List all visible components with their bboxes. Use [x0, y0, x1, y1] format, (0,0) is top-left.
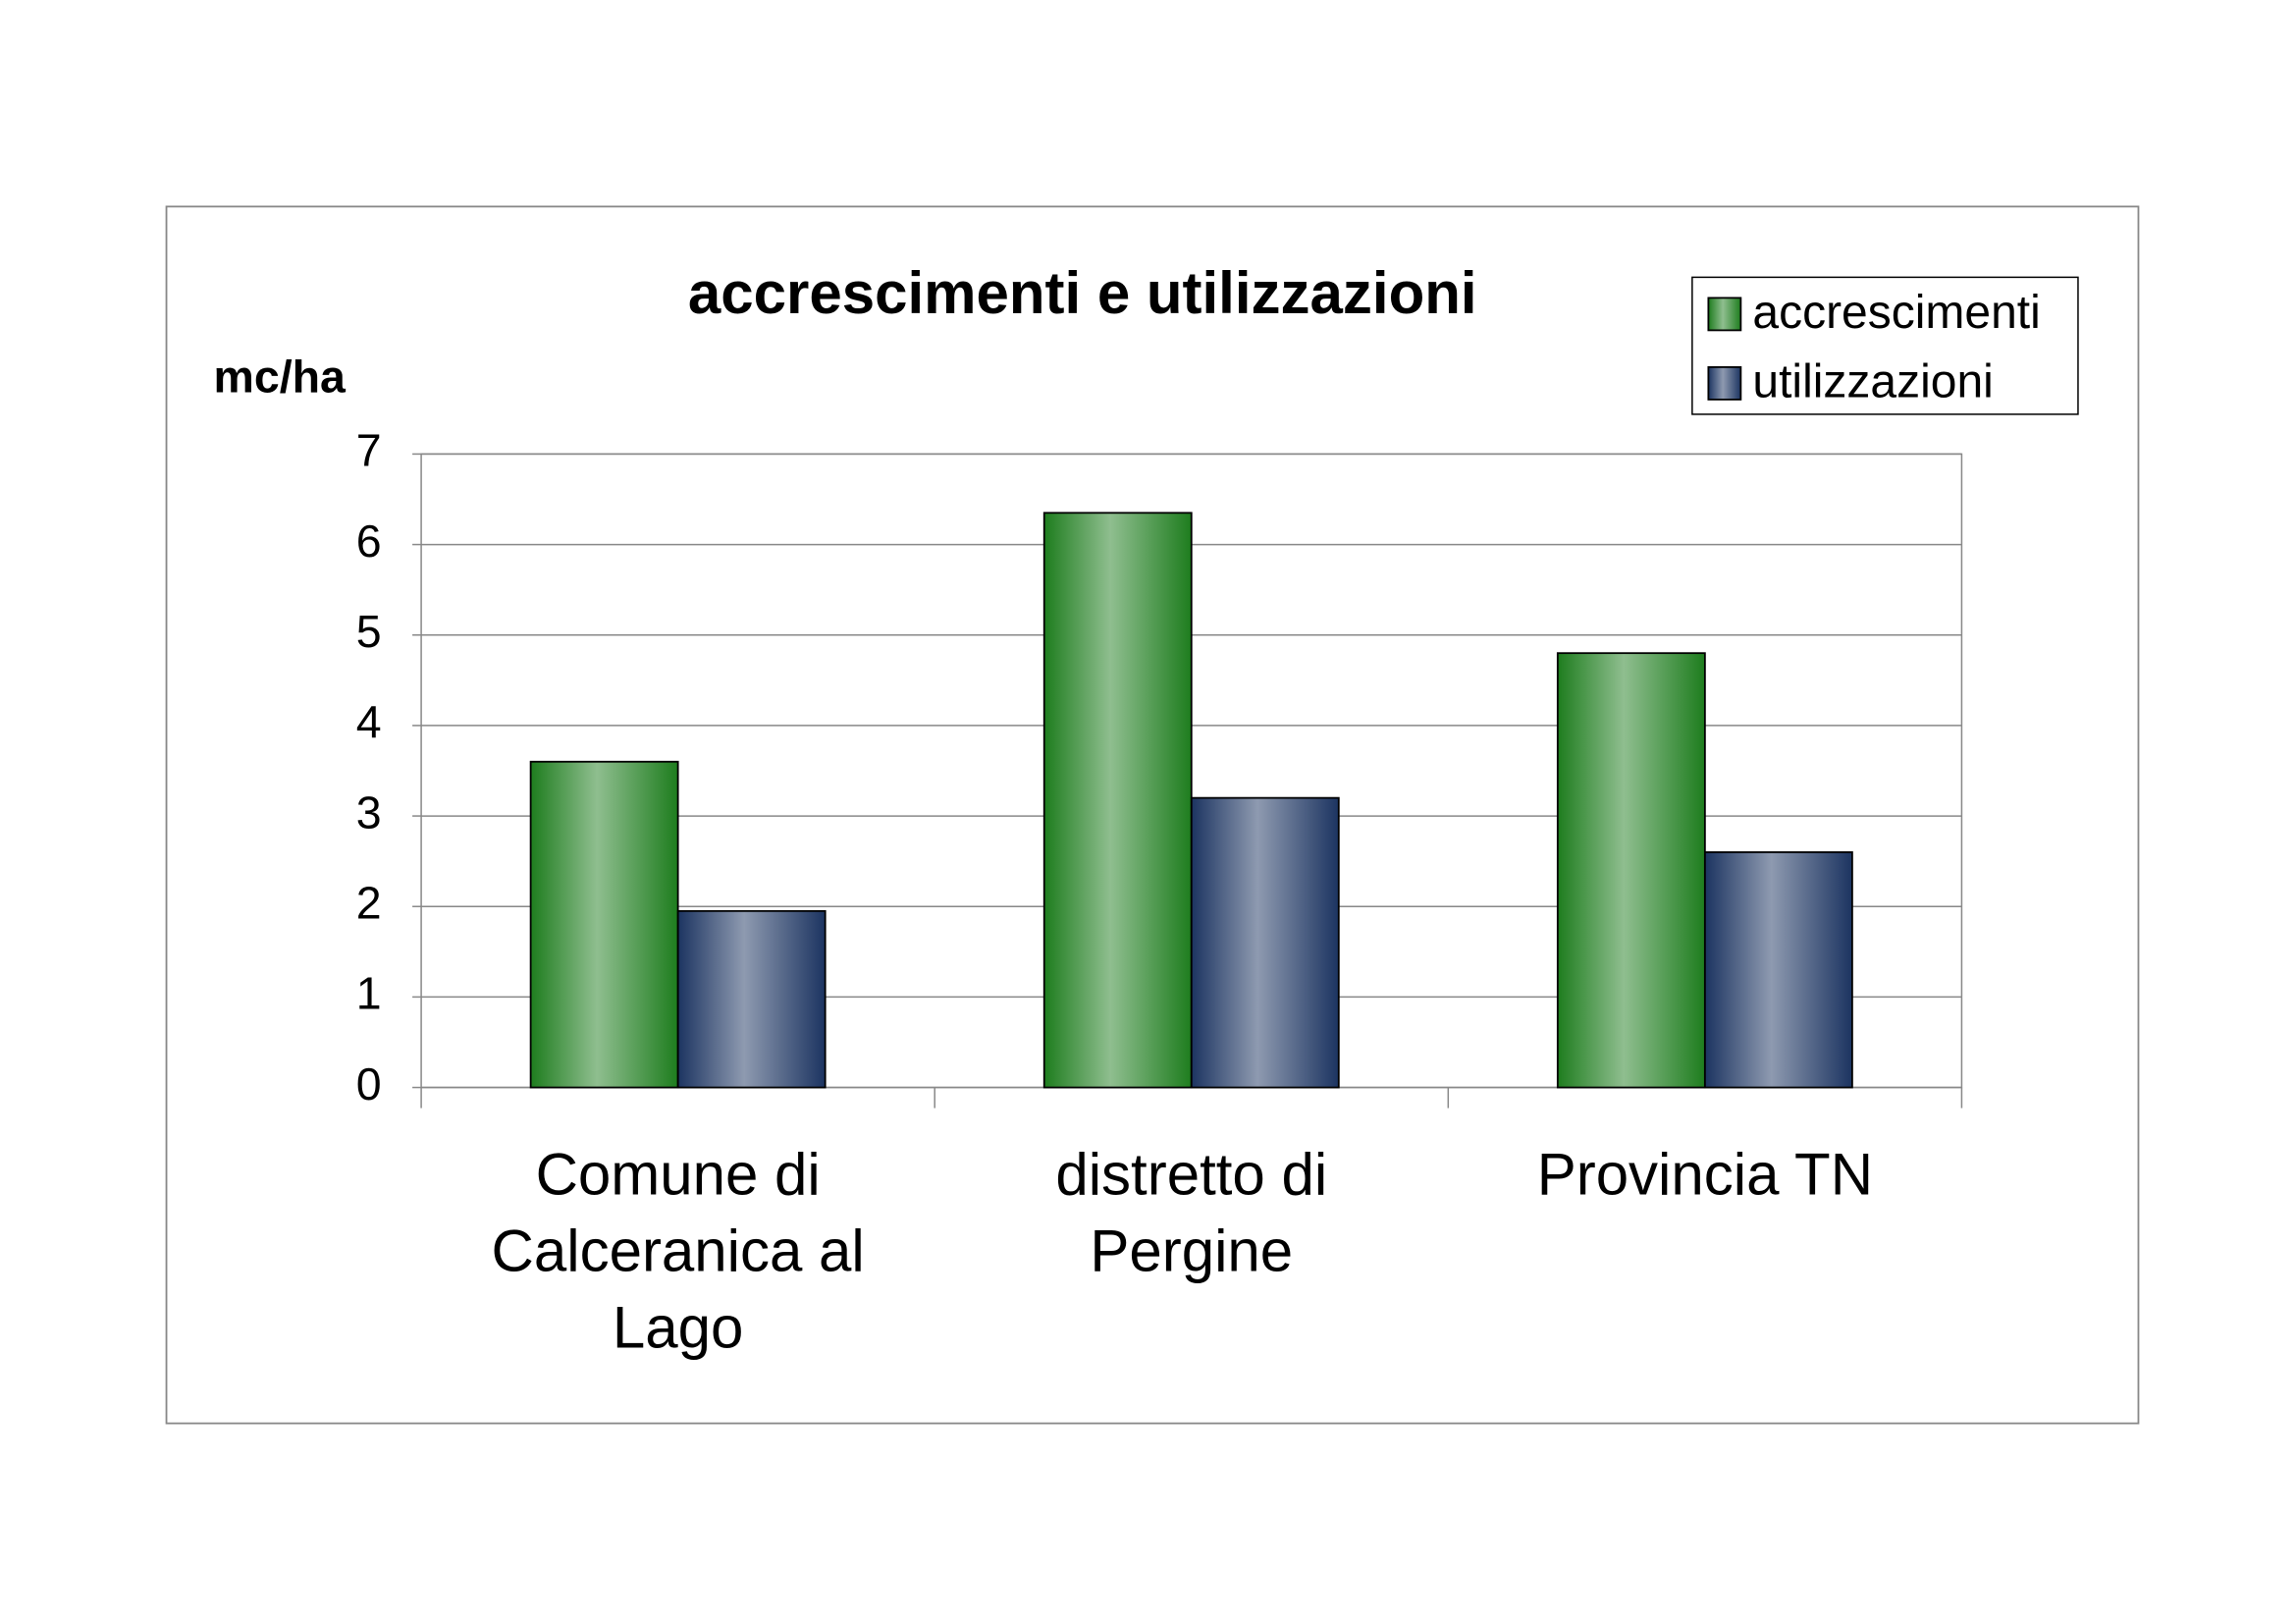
x-tick-label: Provincia TN	[1537, 1141, 1873, 1207]
bar	[1190, 796, 1340, 1089]
chart-title: accrescimenti e utilizzazioni	[688, 260, 1477, 326]
y-tick-label: 1	[356, 968, 382, 1019]
legend-label: accrescimenti	[1752, 287, 2040, 339]
legend-label: utilizzazioni	[1752, 356, 1993, 408]
y-axis-label: mc/ha	[214, 352, 347, 403]
y-tick-label: 2	[356, 878, 382, 929]
bar	[529, 760, 679, 1089]
legend-swatch	[1707, 297, 1742, 332]
legend-swatch	[1707, 366, 1742, 401]
bar	[1556, 652, 1706, 1089]
bar	[1703, 851, 1853, 1089]
y-tick-label: 0	[356, 1058, 382, 1110]
y-tick-label: 4	[356, 696, 382, 747]
x-tick-label: distretto di Pergine	[1055, 1141, 1327, 1283]
y-tick-label: 5	[356, 606, 382, 657]
legend-box	[1691, 276, 2079, 415]
bar	[1042, 512, 1193, 1089]
x-tick-label: Comune di Calceranica al Lago	[492, 1141, 865, 1360]
y-tick-label: 7	[356, 425, 382, 476]
bar	[676, 909, 827, 1089]
y-tick-label: 3	[356, 786, 382, 838]
y-tick-label: 6	[356, 515, 382, 567]
